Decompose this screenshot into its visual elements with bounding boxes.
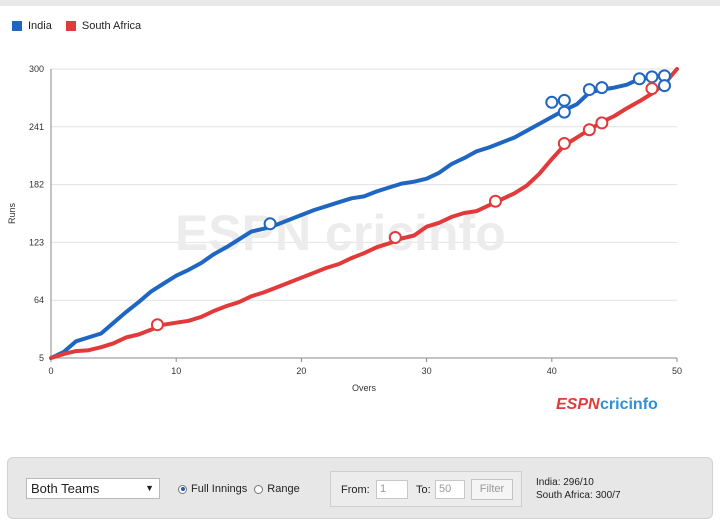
score-summary-india: India: 296/10 [536, 477, 594, 488]
chart-axes: 5 64 123 182 241 300 0 10 20 30 40 50 Overs Runs [7, 64, 682, 393]
summary-score-south-africa: 300/7 [595, 490, 621, 501]
legend-item-india[interactable]: India [12, 20, 52, 32]
wicket-marker-india-3 [557, 93, 571, 107]
y-tick-label-5: 5 [39, 353, 44, 363]
legend-label-india: India [28, 20, 52, 32]
summary-team-india: India [536, 477, 558, 488]
to-label: To: [416, 484, 431, 496]
y-tick-label-182: 182 [29, 180, 44, 190]
score-summary: India: 296/10 South Africa: 300/7 [536, 476, 621, 502]
brand-espn: ESPN [556, 396, 600, 413]
x-tick-label-50: 50 [672, 366, 682, 376]
y-tick-label-300: 300 [29, 64, 44, 74]
y-axis-title: Runs [7, 202, 17, 224]
score-summary-south-africa: South Africa: 300/7 [536, 490, 621, 501]
chart-wicket-markers [150, 69, 671, 332]
chart-controls: Both Teams ▼ Full Innings Range From: 1 … [7, 457, 713, 519]
y-tick-label-123: 123 [29, 237, 44, 247]
legend-swatch-south-africa [65, 21, 76, 31]
wicket-marker-india-4 [557, 105, 571, 119]
wicket-marker-india-10 [657, 79, 671, 93]
wicket-marker-india-7 [632, 72, 646, 86]
brand-cricinfo: cricinfo [600, 396, 658, 413]
from-label: From: [341, 484, 370, 496]
summary-score-india: 296/10 [563, 477, 594, 488]
team-select[interactable]: Both Teams ▼ [26, 478, 160, 499]
filter-button[interactable]: Filter [471, 479, 513, 500]
x-tick-label-0: 0 [48, 366, 53, 376]
wicket-marker-south-africa-7 [645, 82, 659, 96]
wicket-marker-south-africa-3 [488, 194, 502, 208]
to-input[interactable]: 50 [435, 480, 465, 499]
worm-chart: ESPN cricinfo 5 64 123 182 241 300 0 10 20 30 40 50… [7, 64, 682, 413]
chart-legend: India South Africa [12, 20, 141, 32]
radio-range[interactable] [254, 484, 264, 494]
wicket-marker-india-2 [545, 95, 559, 109]
from-input[interactable]: 1 [376, 480, 408, 499]
y-tick-label-241: 241 [29, 122, 44, 132]
x-tick-label-20: 20 [296, 366, 306, 376]
wicket-marker-india-5 [582, 83, 596, 97]
wicket-marker-india-6 [595, 81, 609, 95]
wicket-marker-south-africa-2 [388, 231, 402, 245]
y-tick-label-64: 64 [34, 295, 44, 305]
wicket-marker-south-africa-6 [595, 116, 609, 130]
legend-label-south-africa: South Africa [81, 20, 142, 32]
dropdown-arrow-icon: ▼ [145, 483, 154, 493]
x-axis-title: Overs [352, 383, 377, 393]
x-tick-label-10: 10 [171, 366, 181, 376]
summary-team-south-africa: South Africa [536, 490, 590, 501]
watermark-cricinfo: ESPN cricinfo [175, 205, 506, 261]
radio-full-innings-label: Full Innings [191, 483, 248, 495]
top-border [0, 0, 720, 6]
legend-item-south-africa[interactable]: South Africa [65, 20, 142, 32]
over-range-box: From: 1 To: 50 Filter [330, 471, 522, 507]
wicket-marker-india-8 [645, 70, 659, 84]
wicket-marker-south-africa-5 [582, 123, 596, 137]
wicket-marker-south-africa-4 [557, 136, 571, 150]
x-tick-label-40: 40 [547, 366, 557, 376]
radio-full-innings[interactable] [178, 484, 187, 494]
innings-radio-group: Full Innings Range [178, 483, 300, 495]
legend-swatch-india [12, 21, 22, 31]
x-tick-label-30: 30 [422, 366, 432, 376]
radio-range-label: Range [267, 483, 300, 495]
team-select-value: Both Teams [31, 481, 100, 496]
wicket-marker-south-africa-1 [150, 318, 164, 332]
wicket-marker-india-1 [263, 217, 277, 231]
